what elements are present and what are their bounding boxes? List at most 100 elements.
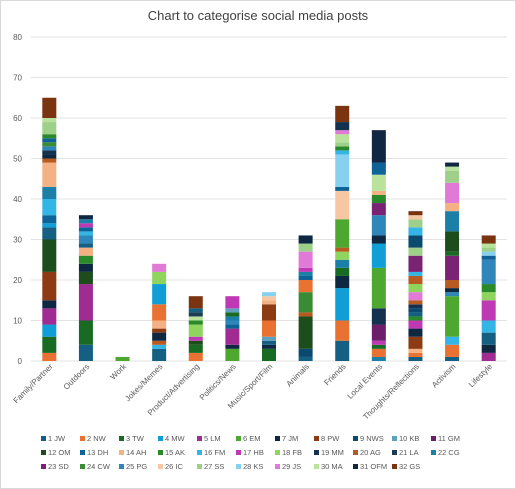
bar-segment <box>408 320 423 329</box>
bar-segment <box>42 97 57 118</box>
bar-segment <box>42 146 57 151</box>
bar-segment <box>262 344 276 349</box>
bar-segment <box>408 328 423 337</box>
legend-swatch <box>236 436 241 441</box>
bar-segment <box>371 162 386 175</box>
legend-swatch <box>431 436 436 441</box>
bar-segment <box>481 259 496 285</box>
y-tick-label: 50 <box>13 155 22 164</box>
bar-segment <box>445 182 460 204</box>
bar-segment <box>408 211 423 216</box>
bar-segment <box>298 356 313 361</box>
legend: 1 JW 2 NW 3 TW 4 MW 5 LM 6 EM 7 JM 8 PW 9 NWS 10 … <box>41 434 460 471</box>
legend-swatch <box>392 464 397 469</box>
y-axis-ticks: 0 10 20 30 40 50 60 70 80 <box>13 33 22 366</box>
bar-segment <box>188 312 203 317</box>
bar-segment <box>262 304 276 321</box>
bar-segment <box>42 142 57 147</box>
bar-segment <box>445 336 460 345</box>
bar-segment <box>78 231 93 236</box>
legend-swatch <box>119 450 124 455</box>
bar-segment <box>78 284 93 321</box>
legend-label: 18 FB <box>282 448 302 457</box>
bar-segment <box>408 308 423 313</box>
legend-label: 21 LA <box>399 448 419 457</box>
bar-segment <box>42 352 57 361</box>
bar-segment <box>262 348 276 361</box>
bar-segment <box>152 320 167 329</box>
legend-swatch <box>41 464 46 469</box>
bar-segment <box>188 324 203 337</box>
bar-segment <box>225 324 240 329</box>
bar-segment <box>42 300 57 309</box>
legend-label: 6 EM <box>243 434 261 443</box>
bar-segment <box>445 170 460 183</box>
bar-segment <box>42 122 57 135</box>
bar-segment <box>78 320 93 345</box>
bar-segment <box>335 340 350 361</box>
bar-segment <box>371 348 386 357</box>
bar-segment <box>408 271 423 276</box>
legend-swatch <box>314 436 319 441</box>
bar-segment <box>262 336 276 341</box>
bar-segment <box>335 251 350 260</box>
bar-segment <box>481 344 496 353</box>
x-tick-label: Politics/News <box>198 362 238 402</box>
legend-swatch <box>275 436 280 441</box>
bar-segment <box>42 138 57 143</box>
bar-segment <box>42 271 57 301</box>
bar-segment <box>335 219 350 248</box>
bar-segment <box>371 267 386 309</box>
bar-segment <box>78 223 93 228</box>
y-tick-label: 10 <box>13 317 22 326</box>
bar-segment <box>445 356 460 361</box>
bar-segment <box>408 300 423 305</box>
bar-segment <box>225 296 240 309</box>
legend-label: 4 MW <box>165 434 186 443</box>
legend-swatch <box>236 464 241 469</box>
bar-segment <box>42 158 57 163</box>
bar-segment <box>445 280 460 289</box>
bar-segment <box>335 154 350 187</box>
bar-segment <box>335 259 350 268</box>
bar-segment <box>445 203 460 212</box>
x-tick-label: Outdoors <box>62 362 92 392</box>
bar-segment <box>481 247 496 252</box>
bar-segment <box>188 320 203 325</box>
bar-segment <box>78 219 93 224</box>
bar-segment <box>298 271 313 276</box>
bar-segment <box>408 227 423 236</box>
legend-swatch <box>158 450 163 455</box>
bar-segment <box>225 328 240 345</box>
bar-segment <box>298 280 313 293</box>
bar-segment <box>42 199 57 216</box>
bar-segment <box>371 203 386 216</box>
x-tick-label: Animals <box>285 362 311 388</box>
bar-segment <box>42 118 57 123</box>
bar-segment <box>188 296 203 309</box>
bar-segment <box>152 271 167 285</box>
bar-segment <box>225 312 240 317</box>
legend-label: 26 IC <box>165 462 184 471</box>
bar-segment <box>481 255 496 260</box>
legend-label: 15 AK <box>165 448 185 457</box>
bar-segment <box>42 227 57 240</box>
y-tick-label: 30 <box>13 236 22 245</box>
y-tick-label: 0 <box>18 357 23 366</box>
bar-segment <box>481 251 496 256</box>
legend-label: 19 MM <box>321 448 344 457</box>
bar-segment <box>335 105 350 123</box>
y-tick-label: 60 <box>13 114 22 123</box>
legend-swatch <box>197 436 202 441</box>
chart-title: Chart to categorise social media posts <box>148 8 369 23</box>
legend-label: 25 PG <box>126 462 147 471</box>
bar-segment <box>298 243 313 252</box>
bar-segment <box>42 223 57 228</box>
y-tick-label: 20 <box>13 276 22 285</box>
bar-segment <box>371 308 386 325</box>
legend-label: 29 JS <box>282 462 301 471</box>
bar-segment <box>481 235 496 244</box>
bar-segment <box>42 186 57 199</box>
bar-segment <box>152 340 167 345</box>
bar-segment <box>42 134 57 139</box>
